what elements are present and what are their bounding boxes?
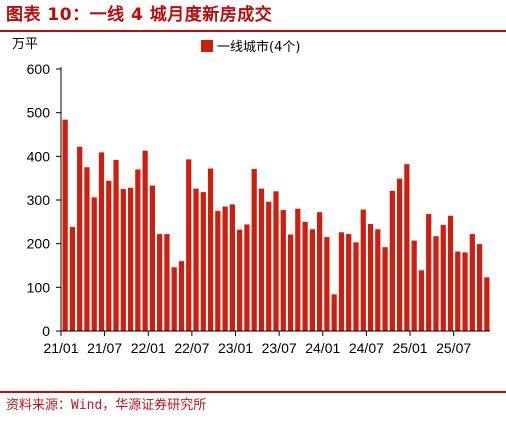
bar [149, 185, 156, 331]
bar [382, 247, 388, 331]
x-tick-label: 22/01 [131, 340, 166, 356]
bar [237, 229, 243, 331]
bar [222, 206, 228, 331]
bar [106, 180, 112, 331]
bar [84, 167, 90, 331]
x-tick-label: 21/07 [87, 340, 122, 356]
bar [77, 146, 83, 331]
bar [411, 240, 417, 331]
bar [331, 294, 337, 331]
bar [455, 251, 461, 331]
bar [273, 191, 279, 331]
bar [440, 224, 446, 331]
y-tick-label: 400 [27, 148, 51, 164]
bar [142, 150, 148, 331]
bar [418, 270, 425, 331]
bar [127, 187, 134, 331]
bar [447, 215, 454, 331]
x-axis: 21/01 21/07 22/01 22/07 23/01 23/07 24/01 24/07… [43, 330, 490, 356]
y-tick-label: 600 [27, 61, 51, 77]
legend-swatch [201, 40, 213, 52]
bar [396, 178, 403, 331]
bar [266, 201, 272, 331]
bar [171, 267, 177, 331]
bar [295, 208, 301, 331]
bar [207, 168, 214, 331]
bar [178, 261, 185, 331]
source-note: 资料来源：Wind，华源证券研究所 [6, 398, 207, 413]
y-tick-label: 500 [27, 105, 51, 121]
footer-divider [0, 391, 506, 393]
bar [280, 210, 286, 331]
y-tick-label: 100 [27, 279, 51, 295]
y-tick-label: 300 [27, 192, 51, 208]
bar [215, 210, 221, 331]
bar [404, 164, 410, 331]
bar [113, 159, 119, 331]
x-tick-label: 23/07 [262, 340, 297, 356]
bar [389, 190, 395, 331]
bar [200, 192, 206, 331]
bar [157, 234, 163, 331]
bar-series [62, 119, 490, 332]
bar [309, 229, 315, 331]
title-divider [0, 30, 506, 32]
x-tick-label: 24/01 [305, 340, 340, 356]
bar [302, 221, 308, 331]
bar [476, 244, 483, 331]
bar [98, 152, 105, 331]
bar [135, 169, 141, 331]
bar [353, 242, 359, 331]
bar [120, 189, 126, 331]
y-tick-label: 0 [42, 323, 50, 339]
bar [251, 169, 257, 331]
bar [193, 188, 199, 331]
bar [484, 277, 490, 331]
y-axis: 0 100 200 300 400 500 600 [27, 61, 62, 339]
x-tick-label: 24/07 [349, 340, 384, 356]
bar [69, 227, 76, 331]
bar [469, 234, 475, 331]
bar [426, 213, 432, 331]
legend-label: 一线城市(4个) [217, 39, 300, 55]
bar [433, 236, 439, 331]
bar [360, 209, 366, 331]
bar [186, 159, 192, 331]
bar [462, 252, 468, 331]
x-tick-label: 25/07 [436, 340, 471, 356]
figure-title: 图表 10：一线 4 城月度新房成交 [6, 5, 273, 25]
y-tick-label: 200 [27, 236, 51, 252]
x-tick-label: 23/01 [218, 340, 253, 356]
bar [287, 234, 294, 331]
bar [367, 224, 374, 331]
x-tick-label: 22/07 [174, 340, 209, 356]
legend: 一线城市(4个) [201, 39, 300, 55]
bar [229, 204, 235, 331]
bar [244, 224, 250, 331]
bar [62, 119, 68, 332]
bar [317, 212, 323, 331]
bar [258, 188, 265, 331]
x-tick-label: 21/01 [43, 340, 78, 356]
bar [375, 229, 381, 331]
bar [91, 197, 97, 331]
bar [346, 234, 352, 331]
x-tick-label: 25/01 [392, 340, 427, 356]
bar [164, 234, 170, 331]
bar [338, 232, 345, 331]
bar [324, 237, 330, 331]
y-axis-unit-label: 万平 [12, 37, 38, 52]
